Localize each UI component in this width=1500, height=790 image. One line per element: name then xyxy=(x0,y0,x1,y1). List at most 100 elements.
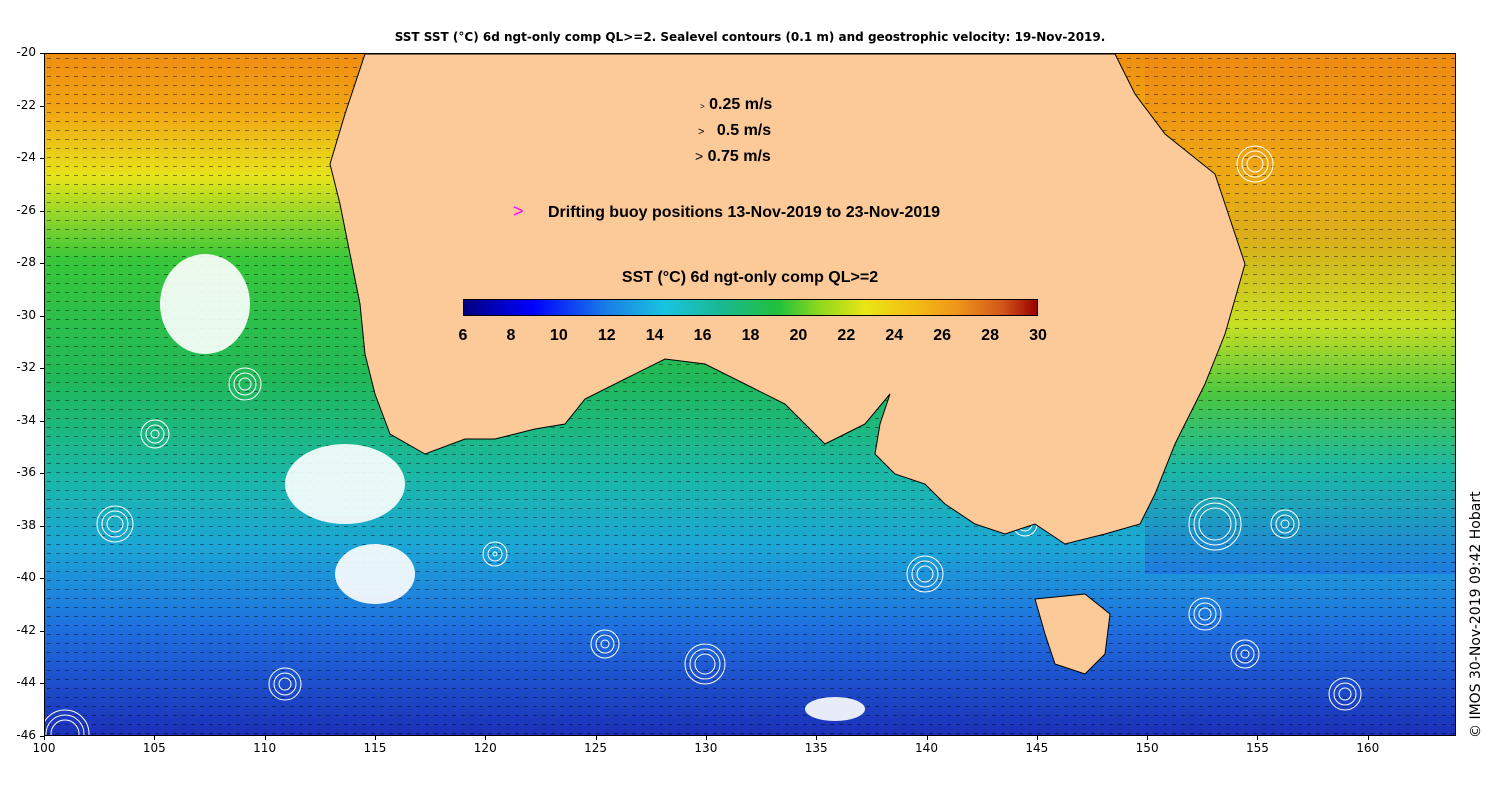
contour-ring xyxy=(1230,639,1260,669)
contour-ring xyxy=(906,555,944,593)
x-tick-label: 140 xyxy=(915,741,938,755)
contour-ring xyxy=(1235,644,1255,664)
y-tick-label: -20 xyxy=(16,45,36,59)
x-tick-label: 160 xyxy=(1356,741,1380,755)
contour-ring xyxy=(145,424,165,444)
x-tick-mark xyxy=(1147,736,1149,740)
colorbar-tick-label: 6 xyxy=(458,327,468,344)
vector-symbol-icon: > xyxy=(695,148,704,164)
velocity-legend-2: > 0.5 m/s xyxy=(698,122,771,140)
contour-ring xyxy=(1188,597,1222,631)
velocity-legend-label: 0.5 m/s xyxy=(716,122,772,139)
colorbar-title: SST (°C) 6d ngt-only comp QL>=2 xyxy=(621,269,879,286)
contour-ring xyxy=(278,677,292,691)
y-tick-mark xyxy=(40,368,44,370)
contour-ring xyxy=(96,505,134,543)
x-tick-mark xyxy=(816,736,818,740)
buoy-legend: > Drifting buoy positions 13-Nov-2019 to… xyxy=(513,201,940,222)
velocity-legend-3: > 0.75 m/s xyxy=(695,148,771,166)
contour-ring xyxy=(45,709,90,735)
contour-ring xyxy=(1236,145,1274,183)
contour-ring xyxy=(45,714,85,735)
velocity-legend-label: 0.75 m/s xyxy=(707,148,771,165)
x-tick-mark xyxy=(44,736,45,740)
cloud-mask xyxy=(160,254,865,721)
contour-ring xyxy=(482,541,508,567)
contour-ring xyxy=(1198,607,1212,621)
contour-ring xyxy=(595,634,615,654)
contour-ring xyxy=(50,719,80,735)
contour-ring xyxy=(238,377,252,391)
contour-ring xyxy=(1246,155,1264,173)
colorbar-tick-label: 14 xyxy=(645,327,664,344)
x-tick-mark xyxy=(374,736,376,740)
y-tick-mark xyxy=(40,105,44,107)
contour-ring xyxy=(1270,509,1300,539)
y-tick-label: -32 xyxy=(16,360,36,375)
x-tick-label: 150 xyxy=(1135,741,1159,755)
y-tick-label: -36 xyxy=(16,465,36,480)
y-tick-label: -34 xyxy=(16,412,36,427)
contour-ring xyxy=(140,419,170,449)
y-tick-mark xyxy=(40,263,44,265)
y-tick-mark xyxy=(40,525,44,527)
y-tick-label: -40 xyxy=(16,570,36,585)
colorbar-tick-label: 28 xyxy=(981,327,999,344)
contour-ring xyxy=(1193,602,1217,626)
buoy-symbol-icon: > xyxy=(513,201,524,221)
contour-ring xyxy=(1241,150,1269,178)
contour-ring xyxy=(492,551,498,557)
contour-ring xyxy=(268,667,302,701)
x-tick-label: 145 xyxy=(1025,741,1049,755)
y-tick-mark xyxy=(40,578,44,580)
x-tick-label: 135 xyxy=(804,741,828,755)
y-tick-mark xyxy=(40,630,44,632)
y-tick-label: -26 xyxy=(16,202,36,217)
y-tick-mark xyxy=(40,210,44,212)
y-tick-mark xyxy=(40,158,44,160)
contour-ring xyxy=(1198,507,1232,541)
x-tick-label: 115 xyxy=(363,741,387,755)
colorbar-tick-label: 12 xyxy=(597,327,616,344)
contour-ring xyxy=(1280,519,1290,529)
velocity-legend-1: > 0.25 m/s xyxy=(700,96,772,114)
sealevel-contours xyxy=(45,145,1362,735)
y-tick-label: -42 xyxy=(16,622,36,637)
contour-ring xyxy=(1188,497,1242,551)
x-tick-mark xyxy=(705,736,707,740)
contour-ring xyxy=(911,560,939,588)
x-tick-mark xyxy=(485,736,487,740)
contour-ring xyxy=(684,643,726,685)
colorbar xyxy=(463,299,1038,316)
y-tick-mark xyxy=(40,53,44,54)
x-tick-mark xyxy=(154,736,156,740)
contour-ring xyxy=(916,565,934,583)
vector-symbol-icon: > xyxy=(698,126,705,138)
velocity-legend-label: 0.25 m/s xyxy=(709,96,773,113)
tasmania-landmass xyxy=(1034,593,1111,675)
y-tick-label: -38 xyxy=(16,517,36,532)
colorbar-tick-label: 8 xyxy=(506,327,516,344)
buoy-legend-label: Drifting buoy positions 13-Nov-2019 to 2… xyxy=(547,204,941,221)
x-tick-mark xyxy=(264,736,266,740)
x-tick-label: 105 xyxy=(142,741,166,755)
contour-ring xyxy=(1240,649,1250,659)
contour-ring xyxy=(689,648,721,680)
contour-ring xyxy=(487,546,503,562)
colorbar-tick-label: 18 xyxy=(741,327,760,344)
x-tick-label: 100 xyxy=(32,741,56,755)
contour-ring xyxy=(228,367,262,401)
colorbar-tick-label: 10 xyxy=(549,327,568,344)
contour-ring xyxy=(233,372,257,396)
contour-ring xyxy=(1328,677,1362,711)
x-tick-label: 120 xyxy=(473,741,497,755)
y-tick-mark xyxy=(40,473,44,475)
x-tick-mark xyxy=(1257,736,1259,740)
y-tick-mark xyxy=(40,420,44,422)
map-title: SST SST (°C) 6d ngt-only comp QL>=2. Sea… xyxy=(394,30,1106,44)
colorbar-tick-label: 20 xyxy=(789,327,808,344)
colorbar-tick-label: 16 xyxy=(693,327,712,344)
x-tick-label: 130 xyxy=(694,741,718,755)
contour-ring xyxy=(590,629,620,659)
contour-ring xyxy=(101,510,129,538)
